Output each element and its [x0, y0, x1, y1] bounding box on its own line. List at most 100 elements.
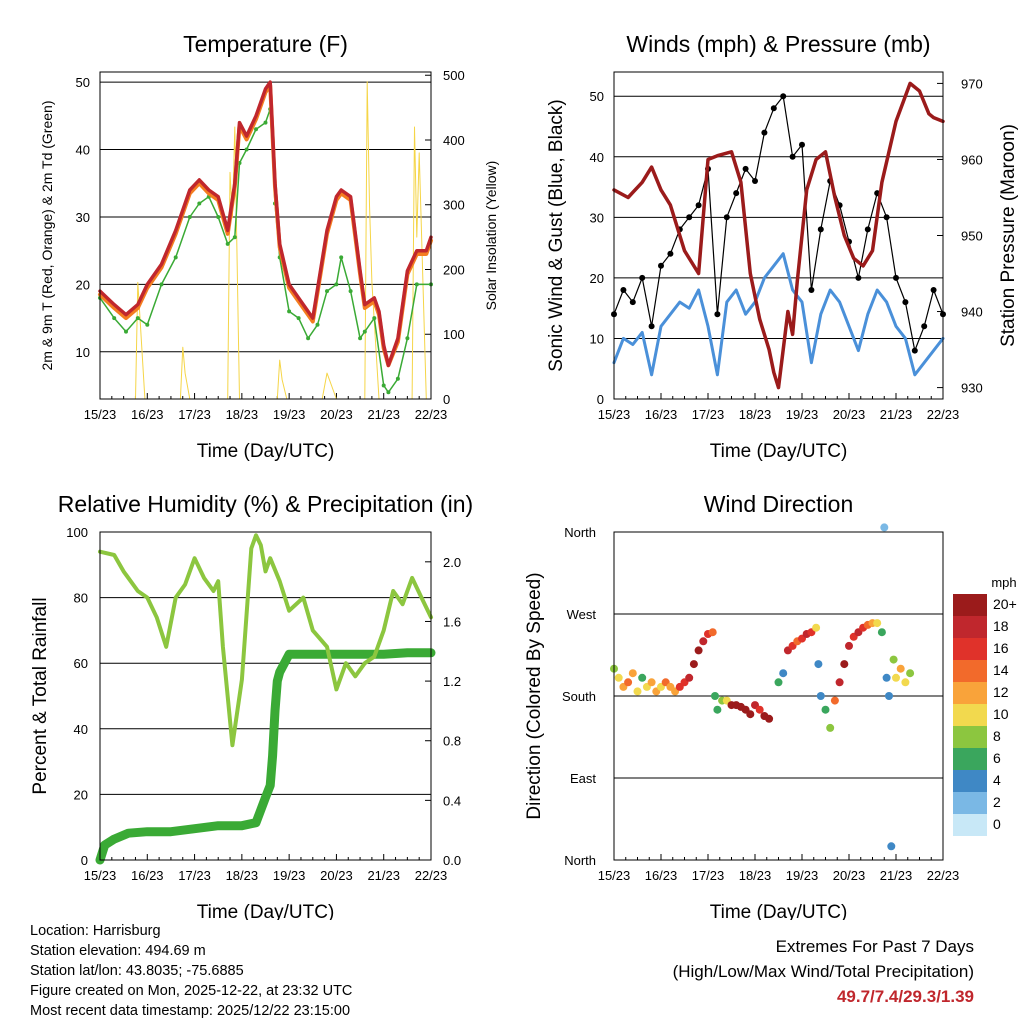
- winds-ytick-label: 50: [590, 89, 604, 104]
- extremes-panel: Extremes For Past 7 Days (High/Low/Max W…: [673, 934, 974, 1009]
- humidity-frame: [99, 531, 432, 861]
- winds-y2tick-label: 960: [961, 152, 983, 167]
- humidity-y2tick-label: 0.0: [443, 853, 461, 868]
- direction-title: Wind Direction: [704, 491, 854, 517]
- humidity-ytick-label: 60: [74, 656, 88, 671]
- gust-point: [733, 190, 740, 197]
- gust-point: [817, 226, 824, 233]
- speed-legend-label: 0: [993, 816, 1001, 832]
- direction-ytick-label: North: [564, 853, 596, 868]
- speed-legend-swatch: [953, 726, 987, 748]
- speed-legend-swatch: [953, 616, 987, 638]
- winds-y2tick-label: 930: [961, 381, 983, 396]
- direction-point: [685, 673, 694, 682]
- direction-ytick-label: East: [570, 771, 596, 786]
- winds-xtick-label: 22/23: [927, 407, 960, 422]
- gust-point: [921, 323, 928, 330]
- direction-panel: 15/23 16/23 17/23 18/23 19/23 20/23 21/23 22/23…: [524, 491, 1017, 923]
- direction-ytick-label: South: [562, 689, 596, 704]
- winds-ytick-label: 40: [590, 150, 604, 165]
- gust-point: [864, 226, 871, 233]
- gust-point: [893, 274, 899, 281]
- gust-point: [667, 250, 674, 257]
- dewpoint-line: [99, 108, 432, 394]
- temperature-panel: 15/23 16/23 17/23 18/23 19/23 20/23 21/23 22/23…: [39, 31, 499, 462]
- gust-point: [658, 262, 664, 269]
- humidity-ytick-label: 100: [66, 525, 88, 540]
- humidity-xtick-label: 22/23: [415, 868, 448, 883]
- temperature-xtick-label: 17/23: [178, 407, 211, 422]
- humidity-y2tick-label: 1.6: [443, 614, 461, 629]
- humidity-xtick-label: 18/23: [226, 868, 259, 883]
- speed-legend-title: mph: [991, 575, 1016, 590]
- direction-point: [816, 692, 825, 700]
- humidity-y2tick-label: 0.4: [443, 793, 461, 808]
- gust-point: [629, 299, 636, 306]
- temperature-y2tick-label: 500: [443, 68, 465, 83]
- sonic-wind-line: [612, 252, 945, 377]
- location-text: Location: Harrisburg: [30, 923, 161, 939]
- humidity-y2tick-label: 0.8: [443, 734, 461, 749]
- humidity-ytick-label: 80: [74, 591, 88, 606]
- direction-xlabel: Time (Day/UTC): [710, 902, 848, 920]
- temperature-y2tick-label: 200: [443, 262, 465, 277]
- direction-ytick-label: West: [567, 607, 597, 622]
- humidity-xtick-label: 17/23: [178, 868, 211, 883]
- direction-point: [889, 655, 898, 664]
- speed-legend: mph 20+ 18 16 14 12 10 8 6 4 2 0: [953, 575, 1017, 836]
- direction-point: [765, 714, 774, 723]
- speed-legend-swatch: [953, 792, 987, 814]
- winds-xtick-label: 15/23: [598, 407, 631, 422]
- humidity-ylabel: Percent & Total Rainfall: [30, 597, 51, 794]
- winds-ytick-label: 10: [590, 331, 604, 346]
- speed-legend-swatch: [953, 660, 987, 682]
- humidity-xtick-label: 15/23: [84, 868, 117, 883]
- station-pressure-line: [612, 81, 945, 390]
- speed-legend-swatch: [953, 814, 987, 836]
- direction-frame: [613, 531, 944, 861]
- humidity-panel: 15/23 16/23 17/23 18/23 19/23 20/23 21/23 22/23…: [30, 491, 473, 923]
- direction-point: [885, 692, 893, 700]
- temperature-xlabel: Time (Day/UTC): [197, 441, 335, 462]
- gust-point: [761, 129, 768, 136]
- winds-y2tick-label: 970: [961, 76, 983, 91]
- temp-2m-line: [98, 80, 433, 368]
- gust-point: [930, 287, 937, 293]
- temperature-frame: [99, 71, 432, 400]
- direction-xtick-label: 15/23: [598, 868, 631, 883]
- direction-point: [880, 523, 889, 532]
- temperature-xtick-label: 22/23: [415, 407, 448, 422]
- gust-point: [808, 287, 815, 293]
- direction-xtick-label: 21/23: [880, 868, 913, 883]
- winds-panel: 15/23 16/23 17/23 18/23 19/23 20/23 21/23 22/23…: [546, 31, 1019, 462]
- precipitation-line: [95, 648, 436, 865]
- gust-point: [639, 274, 646, 281]
- winds-ylabel: Sonic Wind & Gust (Blue, Black): [546, 99, 567, 371]
- gust-point: [695, 202, 702, 209]
- gust-point: [770, 105, 777, 112]
- speed-legend-swatch: [953, 748, 987, 770]
- gust-point: [789, 153, 796, 160]
- speed-legend-label: 10: [993, 706, 1009, 722]
- speed-legend-label: 2: [993, 794, 1001, 810]
- winds-xlabel: Time (Day/UTC): [710, 441, 848, 462]
- extremes-values: 49.7/7.4/29.3/1.39: [836, 987, 974, 1006]
- humidity-xtick-label: 21/23: [367, 868, 400, 883]
- humidity-xtick-label: 16/23: [131, 868, 164, 883]
- speed-legend-label: 8: [993, 728, 1001, 744]
- temperature-ytick-label: 30: [76, 210, 90, 225]
- speed-legend-label: 18: [993, 618, 1009, 634]
- extremes-title: Extremes For Past 7 Days: [775, 937, 974, 956]
- direction-point: [624, 678, 633, 687]
- winds-ytick-label: 0: [597, 392, 604, 407]
- gust-point: [855, 274, 862, 281]
- gust-point: [799, 141, 805, 148]
- temperature-xtick-label: 16/23: [131, 407, 164, 422]
- temperature-ylabel: 2m & 9m T (Red, Orange) & 2m Td (Green): [39, 101, 55, 371]
- humidity-y2tick-label: 1.2: [443, 674, 461, 689]
- temperature-xtick-label: 20/23: [320, 407, 353, 422]
- direction-ylabel: Direction (Colored By Speed): [524, 572, 545, 819]
- direction-point: [755, 705, 764, 714]
- humidity-ytick-label: 20: [74, 787, 88, 802]
